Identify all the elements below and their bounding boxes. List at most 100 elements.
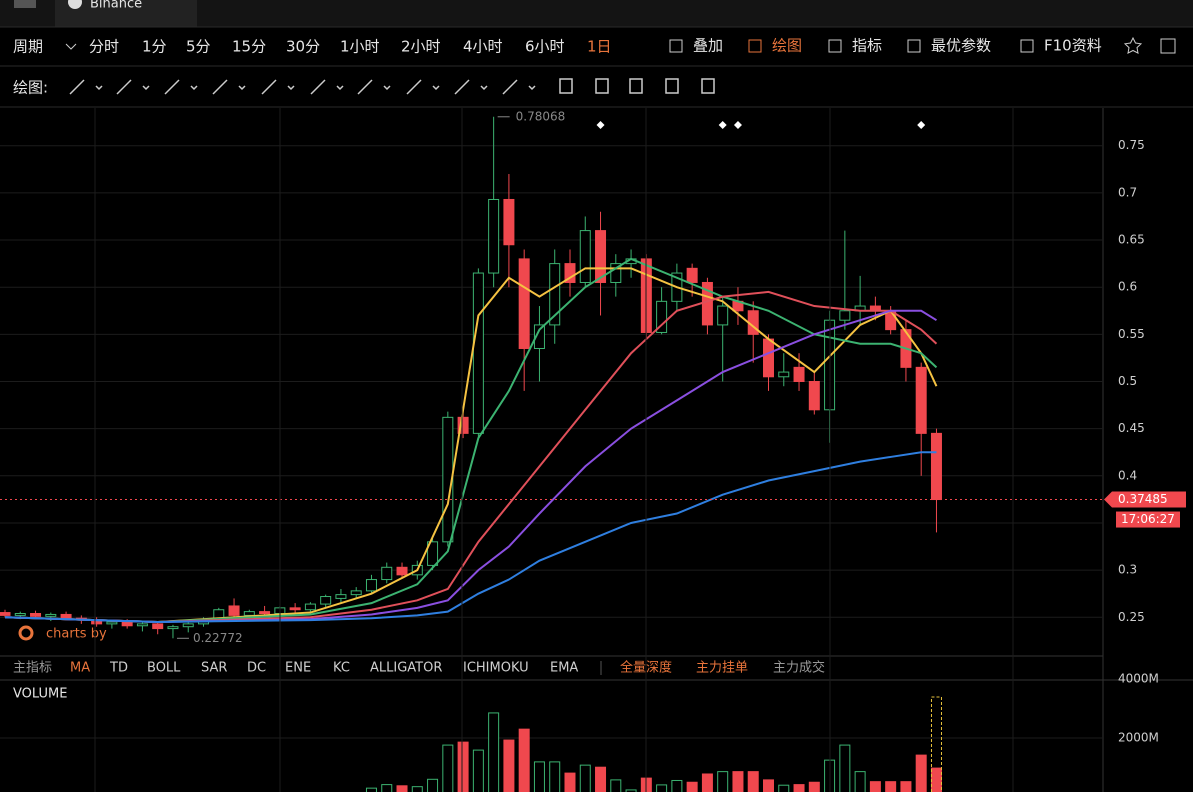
- tool-icon[interactable]: [357, 79, 373, 95]
- candle-body: [45, 613, 57, 617]
- tool-icon[interactable]: [212, 79, 228, 95]
- volume-bar: [839, 744, 851, 792]
- indicator-tab[interactable]: 主力成交: [773, 660, 825, 676]
- tool-button[interactable]: 叠加: [693, 37, 723, 55]
- volume-bar: [488, 712, 500, 792]
- indicator-tab[interactable]: 主指标: [13, 661, 52, 676]
- dropdown-icon[interactable]: [287, 85, 295, 91]
- candle-body: [381, 566, 393, 581]
- candle-body: [457, 416, 469, 434]
- indicator-tab[interactable]: BOLL: [147, 661, 181, 676]
- tool-icon[interactable]: [748, 39, 762, 53]
- volume-bar: [381, 784, 393, 792]
- indicator-tab[interactable]: TD: [109, 661, 128, 676]
- volume-bar: [625, 789, 637, 792]
- candle-body: [320, 596, 332, 605]
- candle-body: [930, 432, 942, 501]
- dropdown-icon[interactable]: [336, 85, 344, 91]
- watermark: charts by: [46, 627, 107, 642]
- drawing-label: 绘图:: [13, 79, 48, 97]
- period-button[interactable]: 分时: [89, 38, 119, 56]
- tool-icon[interactable]: [164, 79, 180, 95]
- period-button[interactable]: 6小时: [525, 38, 565, 56]
- tool-icon[interactable]: [665, 78, 679, 94]
- indicator-tab[interactable]: ALLIGATOR: [370, 661, 442, 676]
- ma-line: [4, 267, 938, 623]
- tab-bar: [0, 0, 1193, 27]
- tab-title: Binance: [90, 0, 142, 12]
- favorite-icon[interactable]: [1123, 36, 1143, 55]
- dropdown-icon[interactable]: [432, 85, 440, 91]
- candle-body: [396, 566, 408, 576]
- tool-icon[interactable]: [907, 39, 921, 53]
- period-button[interactable]: 4小时: [463, 38, 503, 56]
- indicator-tab[interactable]: KC: [333, 661, 350, 676]
- period-button[interactable]: 1小时: [340, 38, 380, 56]
- y-tick-label: 4000M: [1118, 672, 1159, 686]
- y-tick-label: 0.3: [1118, 563, 1137, 577]
- volume-title: VOLUME: [13, 687, 67, 702]
- candle-body: [839, 310, 851, 321]
- tool-icon[interactable]: [502, 79, 518, 95]
- candle-body: [564, 263, 576, 283]
- tool-icon[interactable]: [406, 79, 422, 95]
- period-button[interactable]: 30分: [286, 38, 320, 56]
- tool-icon[interactable]: [261, 79, 277, 95]
- volume-bar: [717, 771, 729, 792]
- tool-icon[interactable]: [828, 39, 842, 53]
- volume-bar: [763, 779, 774, 792]
- tool-button[interactable]: 最优参数: [931, 37, 991, 55]
- period-button[interactable]: 2小时: [401, 38, 441, 56]
- tool-button[interactable]: 绘图: [772, 37, 802, 55]
- tool-icon[interactable]: [595, 78, 609, 94]
- tool-icon[interactable]: [116, 79, 132, 95]
- tool-icon[interactable]: [454, 79, 470, 95]
- period-button[interactable]: 5分: [186, 38, 211, 56]
- indicator-tab[interactable]: SAR: [201, 661, 227, 676]
- tool-icon[interactable]: [1020, 39, 1034, 53]
- tool-icon[interactable]: [629, 78, 643, 94]
- volume-bar: [778, 784, 790, 792]
- tool-icon[interactable]: [310, 79, 326, 95]
- tool-icon[interactable]: [669, 39, 683, 53]
- tool-button[interactable]: 指标: [852, 37, 882, 55]
- dropdown-icon[interactable]: [65, 43, 77, 50]
- dropdown-icon[interactable]: [528, 85, 536, 91]
- tool-icon[interactable]: [559, 78, 573, 94]
- tool-button[interactable]: F10资料: [1044, 37, 1102, 55]
- period-button[interactable]: 15分: [232, 38, 266, 56]
- candle-body: [656, 300, 668, 333]
- period-button[interactable]: 1日: [587, 38, 612, 56]
- drawing-tools: [69, 78, 715, 95]
- dropdown-icon[interactable]: [480, 85, 488, 91]
- candle-body: [686, 267, 698, 283]
- y-tick-label: 0.5: [1118, 374, 1137, 388]
- ma-line: [4, 309, 937, 623]
- tool-icon[interactable]: [69, 79, 85, 95]
- indicator-tab[interactable]: MA: [70, 661, 90, 676]
- fullscreen-icon[interactable]: [1160, 38, 1176, 54]
- volume-bar: [549, 761, 561, 792]
- dropdown-icon[interactable]: [142, 85, 150, 91]
- dropdown-icon[interactable]: [190, 85, 198, 91]
- candle-body: [503, 198, 515, 246]
- indicator-tab[interactable]: ICHIMOKU: [463, 661, 529, 676]
- volume-bar: [427, 778, 439, 792]
- dropdown-icon[interactable]: [238, 85, 246, 91]
- volume-bar: [365, 787, 377, 792]
- indicator-tab[interactable]: 主力挂单: [696, 661, 748, 676]
- dropdown-icon[interactable]: [95, 85, 103, 91]
- volume-pane: [0, 696, 1103, 792]
- indicator-tab[interactable]: ENE: [285, 661, 311, 676]
- volume-bar: [747, 771, 759, 792]
- candle-body: [14, 613, 26, 616]
- volume-bar: [656, 784, 668, 792]
- tool-icon[interactable]: [701, 78, 715, 94]
- indicator-tab[interactable]: EMA: [550, 661, 578, 676]
- period-button[interactable]: 1分: [142, 38, 167, 56]
- indicator-tab[interactable]: DC: [247, 661, 266, 676]
- dropdown-icon[interactable]: [383, 85, 391, 91]
- signal-marker: [733, 121, 742, 129]
- candle-body: [579, 230, 591, 283]
- y-tick-label: 0.4: [1118, 468, 1137, 482]
